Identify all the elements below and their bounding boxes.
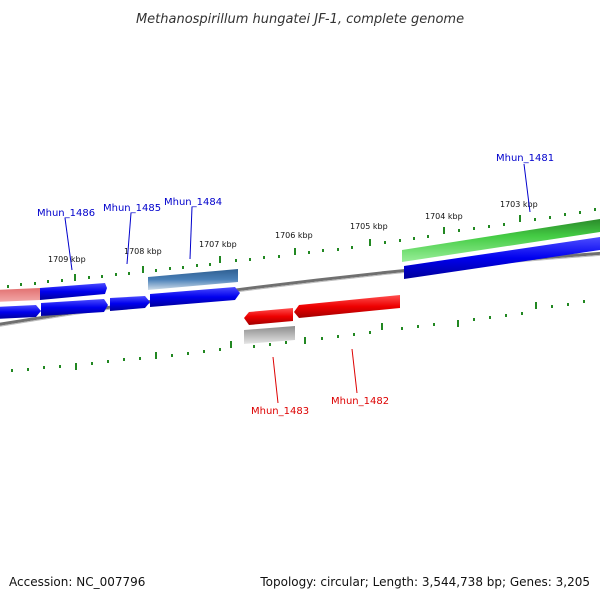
tick-label-1709: 1709 kbp (48, 255, 86, 264)
tick-label-1704: 1704 kbp (425, 212, 463, 221)
gene-mhun-1484[interactable] (150, 287, 240, 307)
leader-mhun-1486 (64, 217, 73, 271)
tick-label-1705: 1705 kbp (350, 222, 388, 231)
gene-mhun-1483[interactable] (244, 308, 293, 325)
gene-mhun-1487-inner[interactable] (0, 305, 41, 319)
leader-mhun-1481 (523, 163, 531, 213)
gene-mhun-1482[interactable] (294, 295, 400, 318)
gene-mhun-1483-pseudo[interactable] (244, 326, 295, 344)
gene-mhun-1486-inner[interactable] (41, 299, 108, 316)
gene-mhun-1485[interactable] (110, 296, 150, 311)
label-mhun-1484[interactable]: Mhun_1484 (164, 197, 222, 208)
accession-text: Accession: NC_007796 (9, 575, 145, 589)
gene-mhun-1481[interactable] (402, 219, 600, 262)
leader-mhun-1483 (272, 356, 279, 404)
gene-mhun-1480[interactable] (404, 237, 600, 279)
tick-label-1706: 1706 kbp (275, 231, 313, 240)
leader-mhun-1485 (126, 212, 132, 265)
label-mhun-1485[interactable]: Mhun_1485 (103, 203, 161, 214)
genome-info-text: Topology: circular; Length: 3,544,738 bp… (259, 575, 590, 589)
tick-label-1707: 1707 kbp (199, 240, 237, 249)
tick-label-1708: 1708 kbp (124, 247, 162, 256)
gene-mhun-1486[interactable] (40, 283, 107, 300)
label-mhun-1486[interactable]: Mhun_1486 (37, 208, 95, 219)
label-mhun-1481[interactable]: Mhun_1481 (496, 153, 554, 164)
outer-scale-ticks (7, 208, 596, 288)
label-mhun-1483[interactable]: Mhun_1483 (251, 406, 309, 417)
label-mhun-1482[interactable]: Mhun_1482 (331, 396, 389, 407)
tick-label-1703: 1703 kbp (500, 200, 538, 209)
leader-mhun-1482 (351, 348, 358, 394)
genome-title: Methanospirillum hungatei JF-1, complete… (136, 12, 464, 27)
gene-mhun-1487-faded[interactable] (0, 288, 40, 302)
leader-mhun-1484 (189, 206, 193, 260)
gene-mhun-1484-pseudo[interactable] (148, 269, 238, 290)
inner-scale-ticks (11, 300, 585, 372)
